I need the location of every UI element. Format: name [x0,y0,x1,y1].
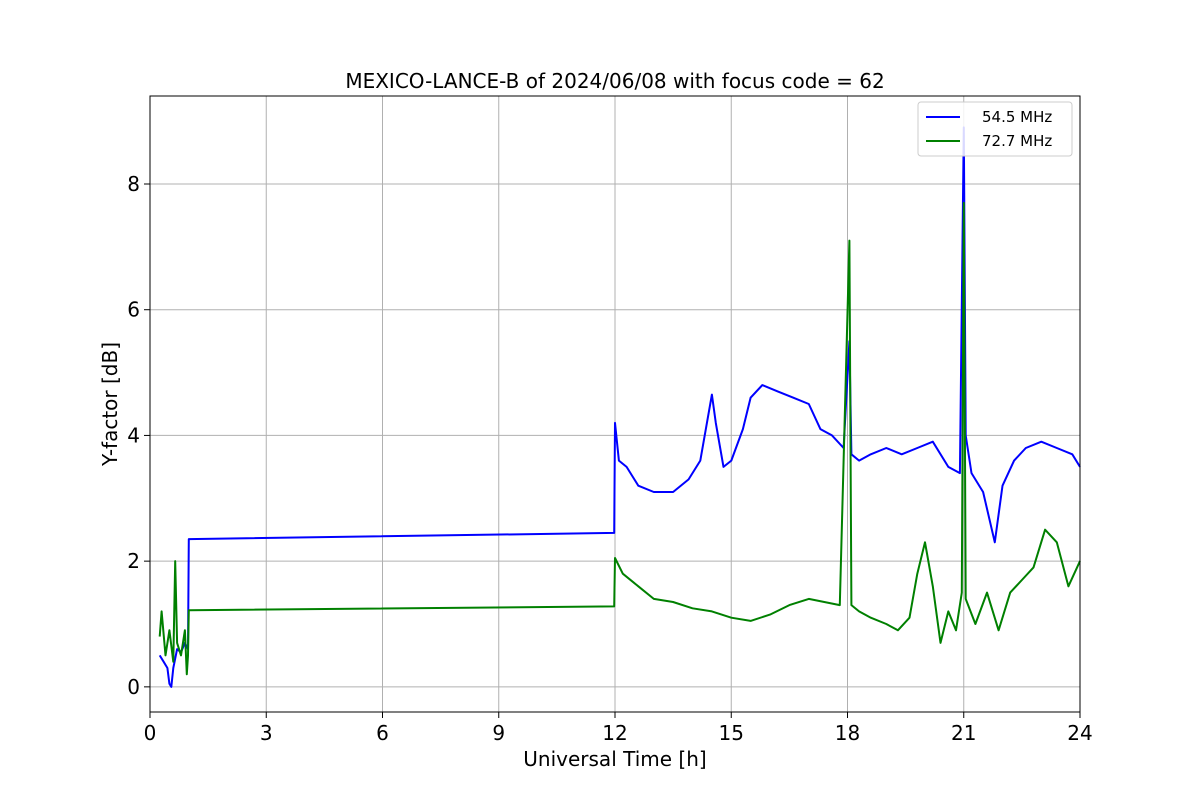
x-tick-label: 3 [260,721,273,745]
x-axis-label: Universal Time [h] [523,747,706,771]
series-line-72-7-mhz [158,201,1081,676]
y-tick-label: 4 [127,423,140,447]
x-tick-label: 18 [835,721,860,745]
x-tick-label: 9 [492,721,505,745]
grid [149,96,1081,712]
legend-label-54-5-mhz: 54.5 MHz [982,108,1052,126]
x-tick-label: 15 [719,721,744,745]
y-tick-label: 2 [127,549,140,573]
y-axis-label: Y-factor [dB] [98,342,122,467]
y-tick-label: 0 [127,675,140,699]
series-lines [158,126,1081,688]
chart-title: MEXICO-LANCE-B of 2024/06/08 with focus … [345,69,884,93]
x-tick-label: 6 [376,721,389,745]
x-tick-label: 12 [602,721,627,745]
legend: 54.5 MHz 72.7 MHz [917,101,1073,157]
legend-box [917,101,1073,157]
x-tick-label: 24 [1067,721,1092,745]
legend-label-72-7-mhz: 72.7 MHz [982,132,1052,150]
y-tick-label: 8 [127,172,140,196]
series-line-54-5-mhz [158,126,1081,688]
y-tick-label: 6 [127,298,140,322]
x-tick-label: 0 [144,721,157,745]
x-tick-label: 21 [951,721,976,745]
